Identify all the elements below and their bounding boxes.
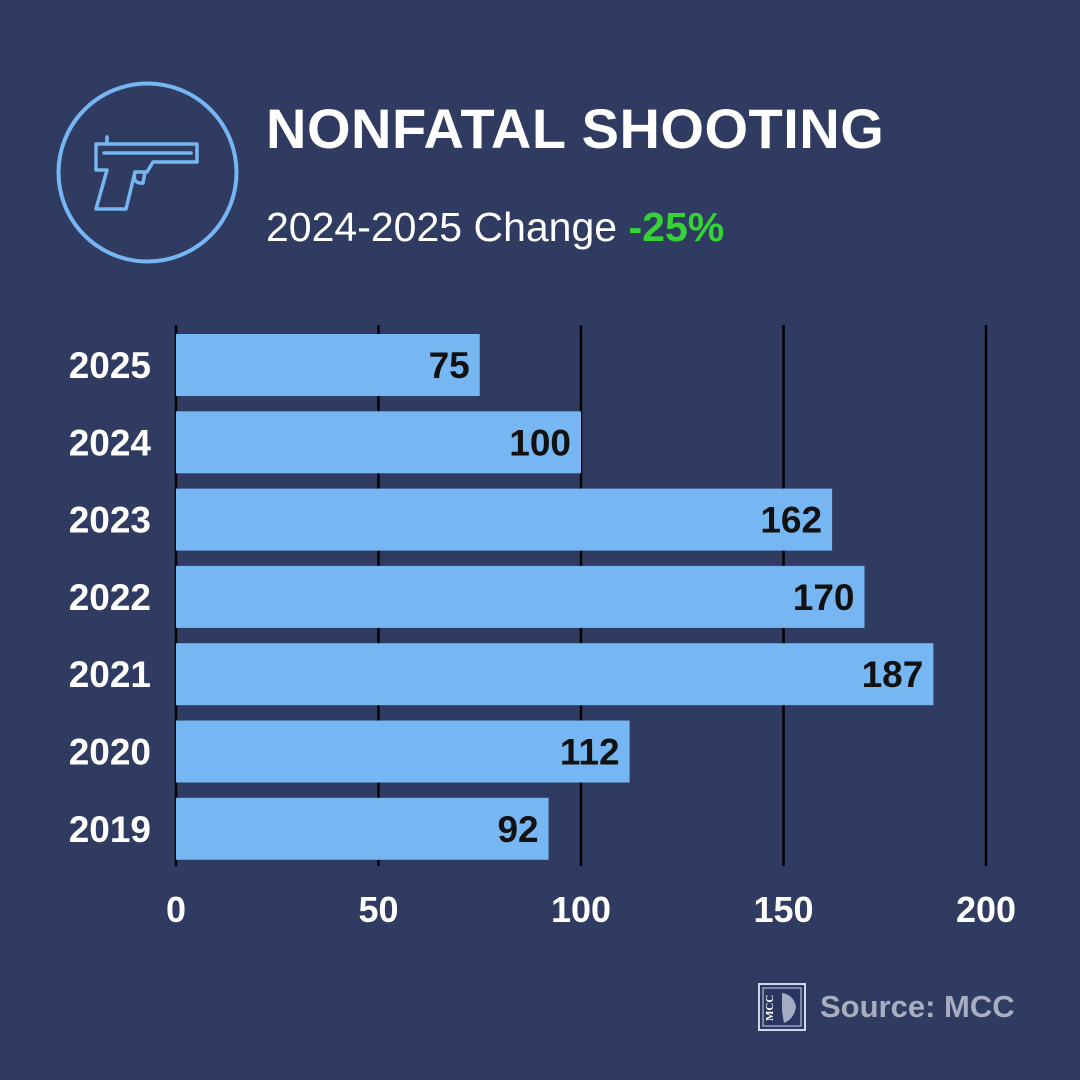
chart-title: NONFATAL SHOOTING xyxy=(266,97,885,160)
mcc-logo-icon: MCC xyxy=(758,983,806,1031)
bar-value-label: 170 xyxy=(793,577,855,618)
source-credit: MCC Source: MCC xyxy=(758,982,1015,1032)
bar-value-label: 112 xyxy=(560,732,620,773)
bar-2022 xyxy=(176,565,865,628)
bar-2021 xyxy=(176,643,934,706)
x-tick-label: 0 xyxy=(166,889,186,930)
logo-text: MCC xyxy=(764,995,776,1021)
bar-value-label: 100 xyxy=(509,422,571,463)
bar-2024 xyxy=(176,411,581,474)
bar-value-label: 162 xyxy=(760,500,822,541)
bar-2025 xyxy=(176,334,480,396)
y-category-label: 2024 xyxy=(69,422,152,463)
bar-value-label: 75 xyxy=(429,345,470,386)
y-category-label: 2019 xyxy=(69,809,151,850)
bar-value-label: 187 xyxy=(862,654,924,695)
y-category-label: 2022 xyxy=(69,577,151,618)
bar-2023 xyxy=(176,488,833,551)
chart-subtitle: 2024-2025 Change -25% xyxy=(266,204,724,251)
change-percent: -25% xyxy=(628,204,725,250)
y-category-label: 2023 xyxy=(69,500,151,541)
x-tick-label: 200 xyxy=(956,889,1016,930)
y-category-label: 2020 xyxy=(69,732,151,773)
bar-2019 xyxy=(176,797,549,860)
y-category-label: 2021 xyxy=(69,654,151,695)
x-tick-label: 50 xyxy=(358,889,398,930)
bar-2020 xyxy=(176,720,630,783)
x-tick-label: 100 xyxy=(551,889,611,930)
y-category-label: 2025 xyxy=(69,345,151,386)
x-tick-label: 150 xyxy=(753,889,813,930)
handgun-icon xyxy=(55,80,240,265)
source-text: Source: MCC xyxy=(820,989,1015,1024)
bar-value-label: 92 xyxy=(497,809,538,850)
subtitle-range: 2024-2025 Change xyxy=(266,204,618,250)
